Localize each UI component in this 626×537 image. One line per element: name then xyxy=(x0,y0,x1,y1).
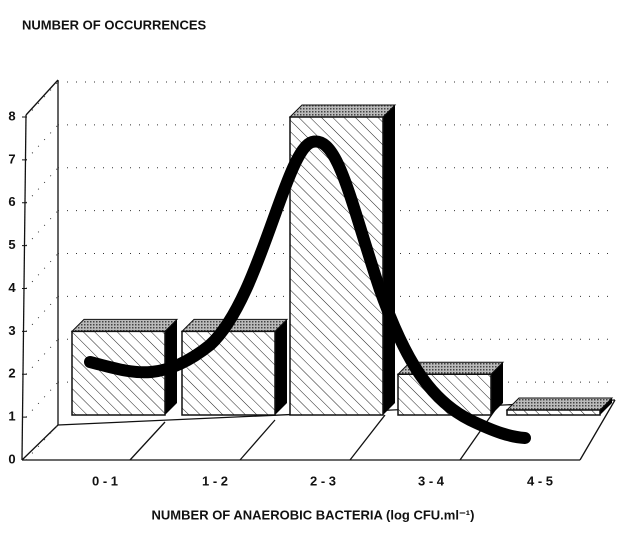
grid-line xyxy=(25,167,59,204)
x-tick-label: 3 - 4 xyxy=(418,473,445,488)
grid-line xyxy=(25,338,59,375)
bar xyxy=(181,330,276,416)
y-tick-label: 6 xyxy=(8,194,15,209)
grid-line xyxy=(25,296,59,332)
fitted-curve xyxy=(84,135,531,444)
x-tick-label: 0 - 1 xyxy=(92,473,118,488)
grid-line xyxy=(25,253,59,289)
x-axis-label: NUMBER OF ANAEROBIC BACTERIA (log CFU.ml… xyxy=(152,507,475,522)
y-tick-label: 7 xyxy=(8,151,15,166)
x-tick-label: 2 - 3 xyxy=(310,473,336,488)
bar-top xyxy=(505,397,614,411)
grid-line xyxy=(25,381,59,418)
grid-line xyxy=(25,210,59,246)
y-tick-label: 8 xyxy=(8,108,15,123)
y-tick-label: 2 xyxy=(8,366,15,381)
bar-side xyxy=(275,319,287,415)
bar-side xyxy=(491,362,503,415)
y-tick-label: 5 xyxy=(8,237,15,252)
bar-top xyxy=(288,104,397,118)
y-tick-label: 0 xyxy=(8,451,15,466)
bar xyxy=(506,409,601,416)
bar-side xyxy=(600,398,612,415)
grid-line xyxy=(25,81,59,118)
grid-line xyxy=(25,124,59,161)
bar-top xyxy=(70,318,179,332)
x-tick-label: 1 - 2 xyxy=(202,473,228,488)
bar-side xyxy=(383,105,395,415)
chart-title: NUMBER OF OCCURRENCES xyxy=(22,17,207,32)
y-tick-label: 1 xyxy=(8,409,15,424)
grid-line xyxy=(25,424,59,461)
y-tick-label: 3 xyxy=(8,323,15,338)
y-tick-label: 4 xyxy=(8,280,16,295)
x-tick-label: 4 - 5 xyxy=(527,473,553,488)
